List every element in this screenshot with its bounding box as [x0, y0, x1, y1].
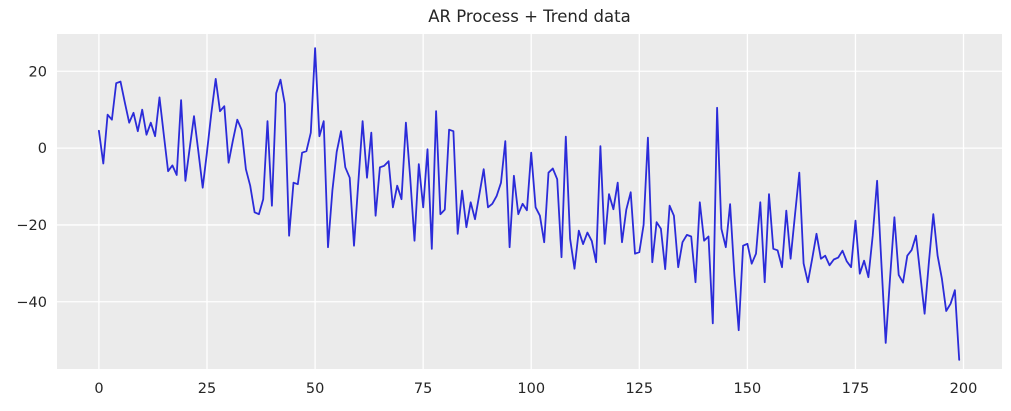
series-line	[98, 47, 961, 361]
x-tick-label: 25	[198, 381, 216, 397]
y-tick-label: 0	[38, 141, 47, 157]
y-tick-label: −20	[16, 218, 47, 234]
x-tick-label: 175	[842, 381, 870, 397]
x-tick-label: 125	[625, 381, 653, 397]
x-tick-label: 200	[950, 381, 978, 397]
plot-area	[57, 34, 1002, 369]
y-tick-label: −40	[16, 295, 47, 311]
x-tick-label: 50	[306, 381, 324, 397]
y-tick-label: 20	[29, 64, 47, 80]
x-tick-label: 150	[734, 381, 762, 397]
chart-title: AR Process + Trend data	[428, 7, 631, 26]
x-tick-label: 75	[414, 381, 432, 397]
x-tick-label: 100	[517, 381, 545, 397]
x-tick-label: 0	[94, 381, 103, 397]
